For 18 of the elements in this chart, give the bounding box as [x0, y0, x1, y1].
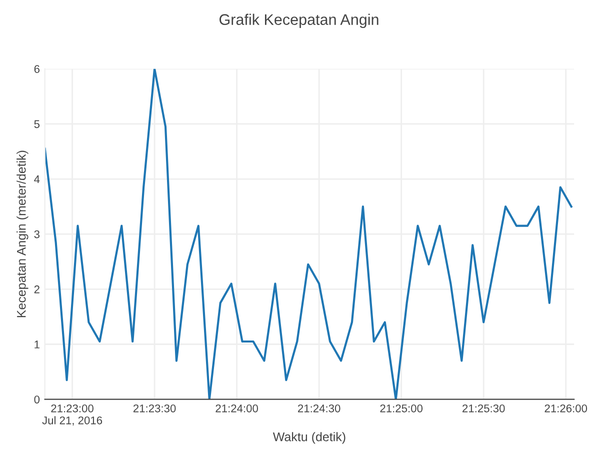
x-tick-label: 21:26:00	[544, 404, 588, 412]
x-tick-label: 21:23:00 Jul 21, 2016	[42, 404, 102, 426]
line-series	[44, 68, 572, 400]
y-axis-title: Kecepatan Angin (meter/detik)	[16, 150, 28, 318]
x-axis-title: Waktu (detik)	[272, 432, 346, 444]
y-tick-label: 2	[34, 285, 40, 294]
x-tick-label: 21:24:00	[216, 404, 258, 412]
x-tick-label: 21:25:30	[462, 404, 505, 412]
y-tick-label: 6	[34, 65, 40, 73]
chart-title: Grafik Kecepatan Angin	[220, 14, 378, 28]
y-tick-label: 4	[34, 175, 40, 184]
x-tick-label: 21:25:00	[380, 404, 423, 412]
y-tick-label: 3	[34, 230, 40, 238]
y-tick-label: 0	[34, 396, 40, 404]
y-tick-label: 5	[34, 120, 40, 128]
x-tick-label: 21:23:30	[133, 404, 176, 412]
y-tick-label: 1	[34, 340, 40, 348]
x-tick-label: 21:24:30	[298, 404, 340, 412]
